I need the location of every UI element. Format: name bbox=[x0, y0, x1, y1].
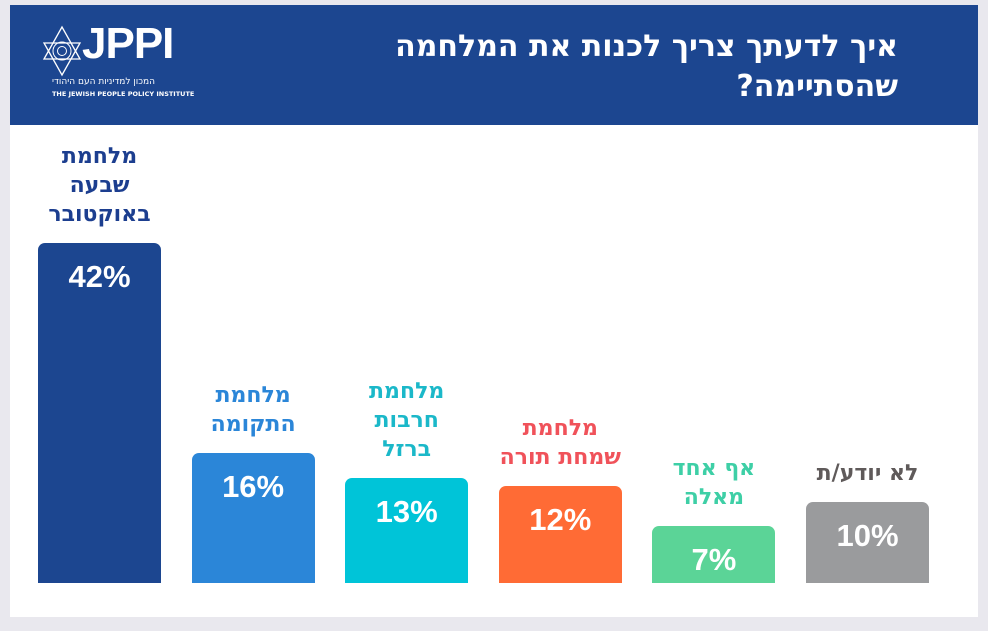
category-label: מלחמת התקומה bbox=[177, 381, 330, 439]
category-label-line: מאלה bbox=[683, 485, 745, 511]
logo-hebrew-name: המכון למדיניות העם היהודי bbox=[52, 77, 156, 87]
category-label-line: התקומה bbox=[210, 412, 296, 438]
category-label: מלחמת שבעה באוקטובר bbox=[23, 142, 176, 229]
bar: 7% bbox=[652, 526, 776, 583]
star-of-david-icon bbox=[42, 25, 82, 77]
logo-wordmark: JPPI bbox=[82, 19, 174, 68]
category-label-line: שבעה bbox=[69, 172, 130, 198]
category-label-line: מלחמת bbox=[522, 415, 598, 441]
category-label-line: מלחמת bbox=[369, 378, 445, 404]
bar: 13% bbox=[345, 477, 469, 583]
logo-english-name: THE JEWISH PEOPLE POLICY INSTITUTE bbox=[52, 90, 195, 98]
category-label: מלחמת חרבות ברזל bbox=[330, 377, 483, 464]
data-label: 7% bbox=[691, 542, 737, 578]
category-label-line: מלחמת bbox=[61, 143, 138, 169]
jppi-logo: JPPI המכון למדיניות העם היהודי THE JEWIS… bbox=[40, 19, 200, 108]
category-label-line: אף אחד bbox=[672, 456, 756, 482]
category-label-line: באוקטובר bbox=[48, 201, 151, 227]
category-label: אף אחד מאלה bbox=[637, 454, 790, 512]
bar: 42% bbox=[38, 242, 161, 583]
category-label-line: שמחת תורה bbox=[499, 444, 621, 470]
category-label-line: ברזל bbox=[382, 436, 432, 462]
bar: 12% bbox=[498, 485, 622, 583]
data-label: 16% bbox=[222, 469, 285, 505]
bar: 16% bbox=[191, 453, 315, 583]
category-label: לא יודע/ת bbox=[791, 459, 944, 488]
data-label: 42% bbox=[68, 258, 131, 294]
data-label: 12% bbox=[529, 501, 592, 537]
header-banner: JPPI המכון למדיניות העם היהודי THE JEWIS… bbox=[10, 5, 978, 125]
data-label: 10% bbox=[836, 518, 899, 553]
category-label-line: מלחמת bbox=[215, 383, 291, 409]
chart-title: איך לדעתך צריך לכנות את המלחמה שהסתיימה? bbox=[395, 29, 898, 104]
bar: 10% bbox=[806, 502, 929, 583]
category-label-line: לא יודע/ת bbox=[816, 461, 919, 486]
data-label: 13% bbox=[375, 493, 438, 529]
category-label-line: חרבות bbox=[374, 407, 439, 433]
category-label: מלחמת שמחת תורה bbox=[484, 414, 637, 472]
